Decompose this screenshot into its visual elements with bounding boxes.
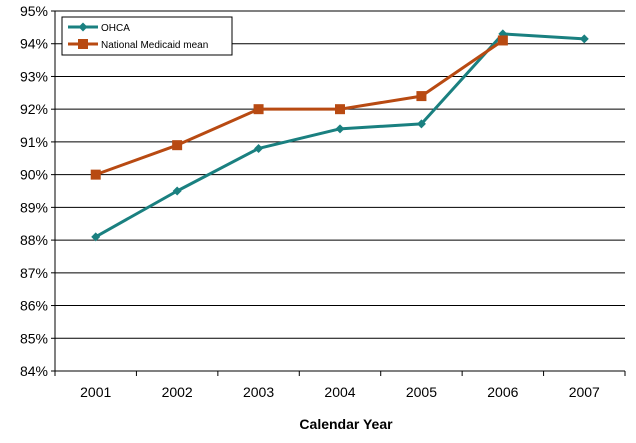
series-line-ohca: [94, 32, 585, 239]
x-tick-label: 2004: [324, 384, 355, 400]
data-series: [90, 29, 589, 242]
gridlines: [55, 10, 625, 339]
y-tick-label: 94%: [20, 36, 48, 52]
y-tick-label: 93%: [20, 68, 48, 84]
data-point-national-medicaid-mean: [172, 140, 183, 151]
legend: OHCA National Medicaid mean: [61, 16, 233, 56]
y-tick-label: 92%: [20, 101, 48, 117]
data-point-ohca: [172, 186, 182, 196]
x-tick-label: 2001: [80, 384, 111, 400]
legend-label: OHCA: [101, 23, 130, 34]
data-point-national-medicaid-mean: [253, 104, 264, 115]
y-tick-label: 86%: [20, 298, 48, 314]
y-tick-label: 90%: [20, 167, 48, 183]
data-point-ohca: [91, 232, 101, 242]
legend-swatch-marker: [78, 39, 88, 49]
data-point-national-medicaid-mean: [90, 169, 101, 180]
series-line-national-medicaid-mean: [95, 39, 504, 177]
y-tick-label: 95%: [20, 3, 48, 19]
data-point-national-medicaid-mean: [497, 35, 508, 46]
x-axis-tick-labels: 2001 2002 2003 2004 2005 2006 2007: [80, 384, 600, 400]
x-tick-label: 2003: [243, 384, 274, 400]
series-ohca: [91, 29, 589, 242]
data-point-national-medicaid-mean: [335, 104, 345, 115]
y-axis-tick-labels: 84% 85% 86% 87% 88% 89% 90% 91% 92% 93% 94% 95%: [20, 3, 48, 379]
axes: [51, 10, 626, 376]
y-tick-label: 87%: [20, 265, 48, 281]
y-tick-label: 91%: [20, 134, 48, 150]
y-tick-label: 85%: [20, 330, 48, 346]
y-tick-label: 84%: [20, 363, 48, 379]
y-tick-label: 89%: [20, 199, 48, 215]
legend-label: National Medicaid mean: [101, 40, 208, 51]
x-tick-label: 2005: [406, 384, 437, 400]
data-point-national-medicaid-mean: [416, 91, 427, 102]
x-tick-label: 2007: [569, 384, 600, 400]
data-point-ohca: [254, 143, 264, 153]
data-point-ohca: [579, 34, 589, 44]
x-axis-title: Calendar Year: [299, 416, 393, 432]
series-national-medicaid-mean: [90, 35, 508, 180]
data-point-ohca: [416, 119, 426, 129]
x-tick-label: 2002: [162, 384, 193, 400]
data-point-ohca: [335, 124, 345, 134]
y-tick-label: 88%: [20, 232, 48, 248]
x-tick-label: 2006: [487, 384, 518, 400]
legend-box: [61, 16, 233, 56]
legend-swatch-marker: [78, 22, 88, 32]
